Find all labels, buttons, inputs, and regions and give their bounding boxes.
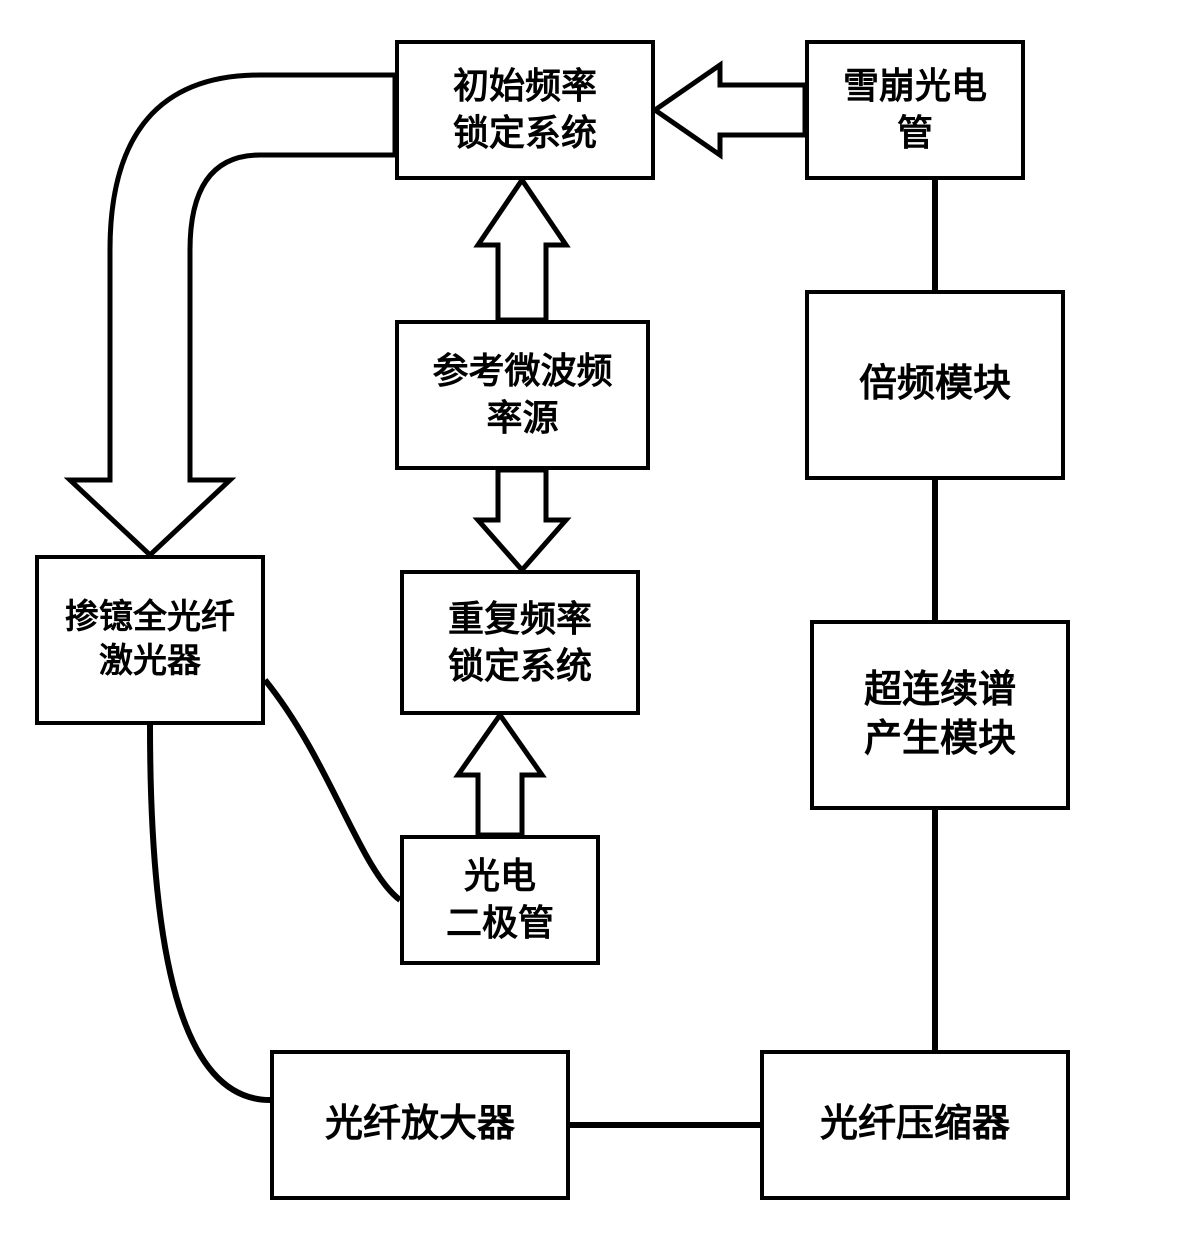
box-yb-fiber-laser: 掺镱全光纤 激光器 <box>35 555 265 725</box>
label-fiber-compressor: 光纤压缩器 <box>820 1100 1010 1149</box>
arrow-avalanche-initial <box>655 65 805 155</box>
label-ref-microwave-src: 参考微波频 率源 <box>432 348 612 442</box>
label-fiber-amplifier: 光纤放大器 <box>325 1100 515 1149</box>
box-freq-doubling: 倍频模块 <box>805 290 1065 480</box>
box-ref-microwave-src: 参考微波频 率源 <box>395 320 650 470</box>
label-initial-freq-lock: 初始频率 锁定系统 <box>453 63 597 157</box>
label-rep-freq-lock: 重复频率 锁定系统 <box>448 596 592 690</box>
curve-laser-photodiode <box>265 680 400 900</box>
box-photodiode: 光电 二极管 <box>400 835 600 965</box>
arrow-ref-rep <box>478 470 566 570</box>
label-freq-doubling: 倍频模块 <box>859 360 1011 409</box>
box-supercontinuum: 超连续谱 产生模块 <box>810 620 1070 810</box>
diagram-container: 初始频率 锁定系统 雪崩光电 管 参考微波频 率源 倍频模块 掺镱全光纤 激光器… <box>0 0 1179 1238</box>
box-rep-freq-lock: 重复频率 锁定系统 <box>400 570 640 715</box>
label-yb-fiber-laser: 掺镱全光纤 激光器 <box>65 596 235 684</box>
label-photodiode: 光电 二极管 <box>446 853 554 947</box>
box-avalanche-photodiode: 雪崩光电 管 <box>805 40 1025 180</box>
arrow-ref-initial <box>478 180 566 320</box>
arrow-photodiode-rep <box>458 715 542 835</box>
arrow-initial-laser <box>70 75 395 555</box>
box-fiber-compressor: 光纤压缩器 <box>760 1050 1070 1200</box>
box-initial-freq-lock: 初始频率 锁定系统 <box>395 40 655 180</box>
curve-laser-amplifier <box>150 725 270 1100</box>
label-avalanche-photodiode: 雪崩光电 管 <box>843 63 987 157</box>
label-supercontinuum: 超连续谱 产生模块 <box>864 666 1016 765</box>
box-fiber-amplifier: 光纤放大器 <box>270 1050 570 1200</box>
